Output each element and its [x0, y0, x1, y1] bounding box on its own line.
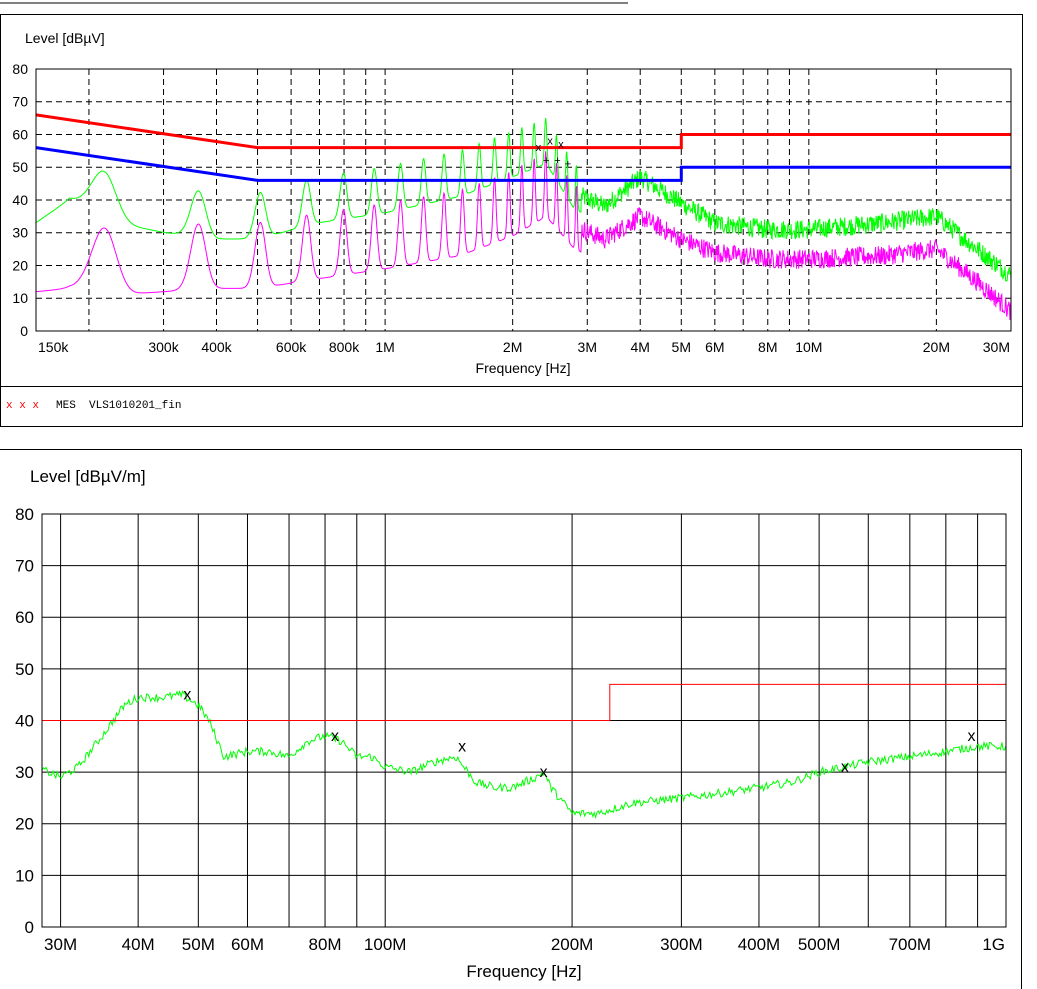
- x-tick-label: 20M: [923, 339, 950, 355]
- x-tick-label: 1M: [375, 339, 394, 355]
- conducted-emission-chart: Level [dBµV] Frequency [Hz] 0 10 20 30 40 50 6…: [0, 14, 1023, 427]
- x-tick-label: 700M: [889, 935, 932, 954]
- x-tick-label: 80M: [309, 935, 342, 954]
- chart2-y-ticks: 0 10 20 30 40 50 60 70 80: [15, 505, 34, 937]
- measurement-marker: x: [540, 764, 548, 781]
- measurement-marker: +: [543, 155, 550, 167]
- y-tick-label: 10: [12, 290, 28, 306]
- y-tick-label: 30: [12, 225, 28, 241]
- chart2-xlabel: Frequency [Hz]: [466, 962, 581, 981]
- x-tick-label: 400M: [738, 935, 781, 954]
- chart2-series: [41, 689, 1007, 820]
- chart1-y-ticks: 0 10 20 30 40 50 60 70 80: [12, 61, 28, 339]
- x-tick-label: 3M: [578, 339, 597, 355]
- x-tick-label: 300M: [660, 935, 703, 954]
- x-tick-label: 400k: [201, 339, 232, 355]
- x-tick-label: 500M: [798, 935, 841, 954]
- x-tick-label: 800k: [329, 339, 360, 355]
- x-tick-label: 100M: [364, 935, 407, 954]
- chart1-x-ticks: 150k 300k 400k 600k 800k 1M 2M 3M 4M 5M 6M 8M 10M 20M…: [38, 339, 1010, 355]
- limit-line: [35, 146, 1011, 182]
- y-tick-label: 80: [12, 61, 28, 77]
- x-tick-label: 2M: [503, 339, 522, 355]
- x-tick-label: 60M: [231, 935, 264, 954]
- chart2-ylabel: Level [dBµV/m]: [30, 467, 146, 486]
- limit-line: [35, 113, 1011, 150]
- chart2-limit-lines: [42, 683, 1006, 721]
- measurement-marker: x: [183, 687, 191, 704]
- y-tick-label: 40: [15, 711, 34, 730]
- y-tick-label: 70: [15, 557, 34, 576]
- measurement-marker: x: [458, 738, 466, 755]
- measurement-marker: x: [968, 728, 976, 745]
- measurement-marker: x: [547, 136, 553, 148]
- chart2-markers: x x x x x x: [183, 687, 975, 781]
- y-tick-label: 0: [25, 918, 34, 937]
- y-tick-label: 20: [12, 257, 28, 273]
- x-tick-label: 8M: [758, 339, 777, 355]
- x-tick-label: 600k: [276, 339, 307, 355]
- y-tick-label: 50: [12, 159, 28, 175]
- chart1-limit-lines: [35, 113, 1011, 182]
- measurement-marker: x: [536, 142, 542, 154]
- y-tick-label: 0: [20, 323, 28, 339]
- chart1-markers: xx x+ + +: [536, 136, 572, 171]
- y-tick-label: 80: [15, 505, 34, 524]
- x-tick-label: 1G: [982, 935, 1005, 954]
- chart1-legend-marks: x x x: [6, 400, 39, 412]
- y-tick-label: 70: [12, 94, 28, 110]
- y-tick-label: 60: [15, 608, 34, 627]
- x-tick-label: 300k: [148, 339, 179, 355]
- x-tick-label: 4M: [630, 339, 649, 355]
- y-tick-label: 10: [15, 866, 34, 885]
- limit-line: [42, 683, 1006, 721]
- chart2-plot-border: [41, 513, 1007, 928]
- y-tick-label: 60: [12, 126, 28, 142]
- series-trace-secondary: [35, 151, 1012, 321]
- x-tick-label: 10M: [795, 339, 822, 355]
- x-tick-label: 30M: [983, 339, 1010, 355]
- y-tick-label: 20: [15, 815, 34, 834]
- chart1-ylabel: Level [dBµV]: [25, 30, 105, 46]
- measurement-marker: x: [841, 759, 849, 776]
- x-tick-label: 50M: [182, 935, 215, 954]
- y-tick-label: 50: [15, 660, 34, 679]
- measurement-marker: +: [554, 155, 561, 167]
- x-tick-label: 5M: [672, 339, 691, 355]
- chart1-frame: [0, 14, 1023, 427]
- measurement-marker: x: [558, 139, 564, 151]
- radiated-emission-chart: Level [dBµV/m] Frequency [Hz] 0 10 20 30 40 5…: [0, 449, 1022, 989]
- chart1-plot-border: [35, 68, 1012, 332]
- x-tick-label: 6M: [705, 339, 724, 355]
- chart1-xlabel: Frequency [Hz]: [476, 360, 571, 376]
- x-tick-label: 40M: [122, 935, 155, 954]
- y-tick-label: 40: [12, 192, 28, 208]
- chart1-series: [35, 118, 1012, 321]
- chart1-grid: [36, 69, 1011, 331]
- x-tick-label: 30M: [44, 935, 77, 954]
- chart2-x-ticks: 30M 40M 50M 60M 80M 100M 200M 300M 400M 500M 700M 1…: [44, 935, 1005, 954]
- series-trace-primary: [41, 689, 1007, 820]
- chart1-legend-text: MES VLS1010201_fin: [56, 400, 181, 412]
- y-tick-label: 30: [15, 763, 34, 782]
- measurement-marker: +: [565, 158, 572, 170]
- measurement-marker: x: [331, 728, 339, 745]
- series-trace-primary: [35, 118, 1012, 282]
- x-tick-label: 150k: [38, 339, 69, 355]
- x-tick-label: 200M: [551, 935, 594, 954]
